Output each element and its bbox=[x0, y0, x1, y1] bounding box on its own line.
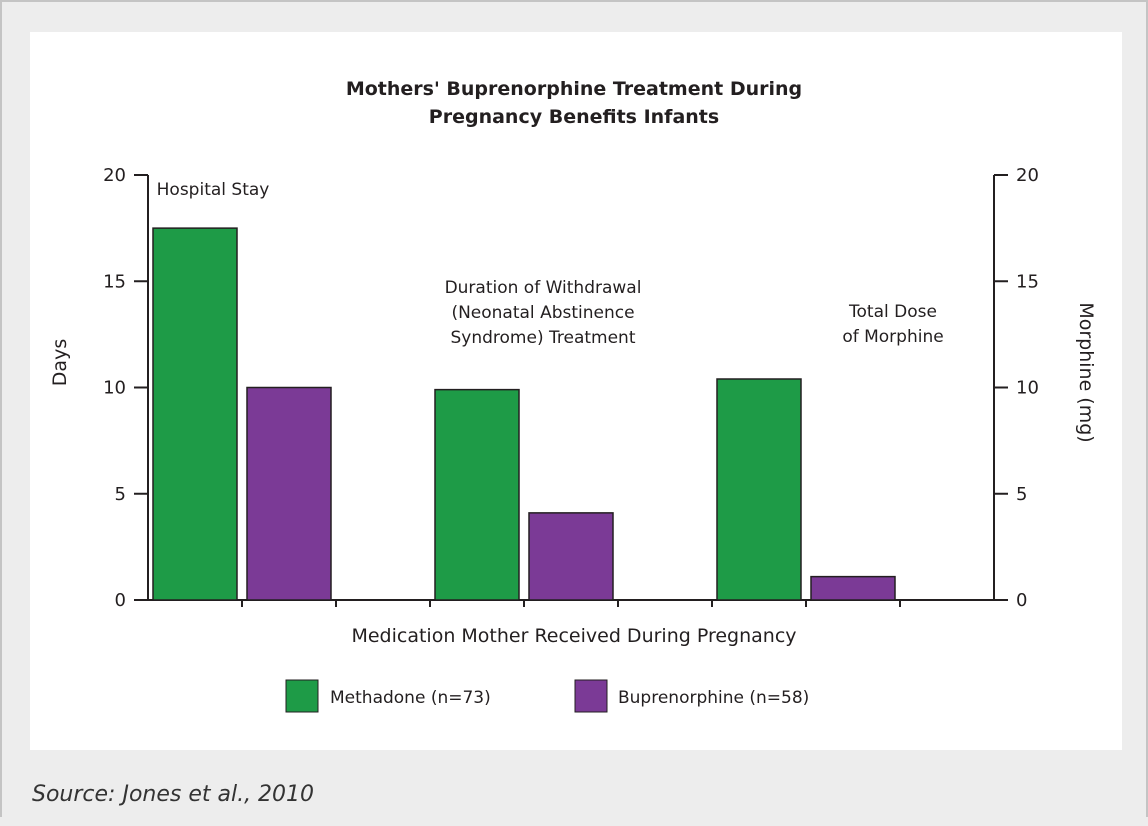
group-label-line: (Neonatal Abstinence bbox=[451, 303, 634, 323]
group-labels: Hospital Stay Duration of Withdrawal (Neon… bbox=[157, 180, 944, 348]
group-label-line: of Morphine bbox=[842, 327, 943, 347]
methadone-bar bbox=[153, 228, 237, 600]
right-y-tick-label: 10 bbox=[1016, 378, 1039, 399]
chart-title-line: Pregnancy Benefits Infants bbox=[429, 106, 719, 128]
right-y-tick-label: 5 bbox=[1016, 484, 1027, 505]
legend-swatch-methadone bbox=[286, 680, 318, 712]
left-y-tick-label: 10 bbox=[103, 378, 126, 399]
buprenorphine-bar bbox=[247, 388, 331, 601]
right-y-tick-label: 0 bbox=[1016, 590, 1027, 611]
left-y-tick-label: 15 bbox=[103, 271, 126, 292]
buprenorphine-bar bbox=[529, 513, 613, 600]
left-y-tick-label: 5 bbox=[115, 484, 126, 505]
x-axis-title: Medication Mother Received During Pregna… bbox=[351, 625, 796, 647]
methadone-bar bbox=[717, 379, 801, 600]
right-axis-title: Morphine (mg) bbox=[1075, 302, 1097, 442]
source-caption: Source: Jones et al., 2010 bbox=[32, 782, 314, 807]
bar-chart: Mothers' Buprenorphine Treatment During P… bbox=[28, 30, 1120, 748]
left-y-tick-label: 20 bbox=[103, 165, 126, 186]
methadone-bar bbox=[435, 390, 519, 600]
chart-title: Mothers' Buprenorphine Treatment During P… bbox=[346, 78, 802, 128]
legend-label: Methadone (n=73) bbox=[330, 688, 491, 708]
buprenorphine-bar bbox=[811, 577, 895, 600]
group-label-line: Syndrome) Treatment bbox=[451, 328, 636, 348]
group-label-line: Total Dose bbox=[848, 302, 937, 322]
left-y-tick-label: 0 bbox=[115, 590, 126, 611]
group-label-line: Duration of Withdrawal bbox=[445, 278, 642, 298]
legend-swatch-buprenorphine bbox=[575, 680, 607, 712]
left-axis-title: Days bbox=[49, 339, 71, 386]
chart-legend: Methadone (n=73) Buprenorphine (n=58) bbox=[286, 680, 809, 712]
group-label-line: Hospital Stay bbox=[157, 180, 270, 200]
legend-label: Buprenorphine (n=58) bbox=[618, 688, 809, 708]
right-y-tick-label: 15 bbox=[1016, 271, 1039, 292]
right-y-tick-label: 20 bbox=[1016, 165, 1039, 186]
chart-title-line: Mothers' Buprenorphine Treatment During bbox=[346, 78, 802, 100]
